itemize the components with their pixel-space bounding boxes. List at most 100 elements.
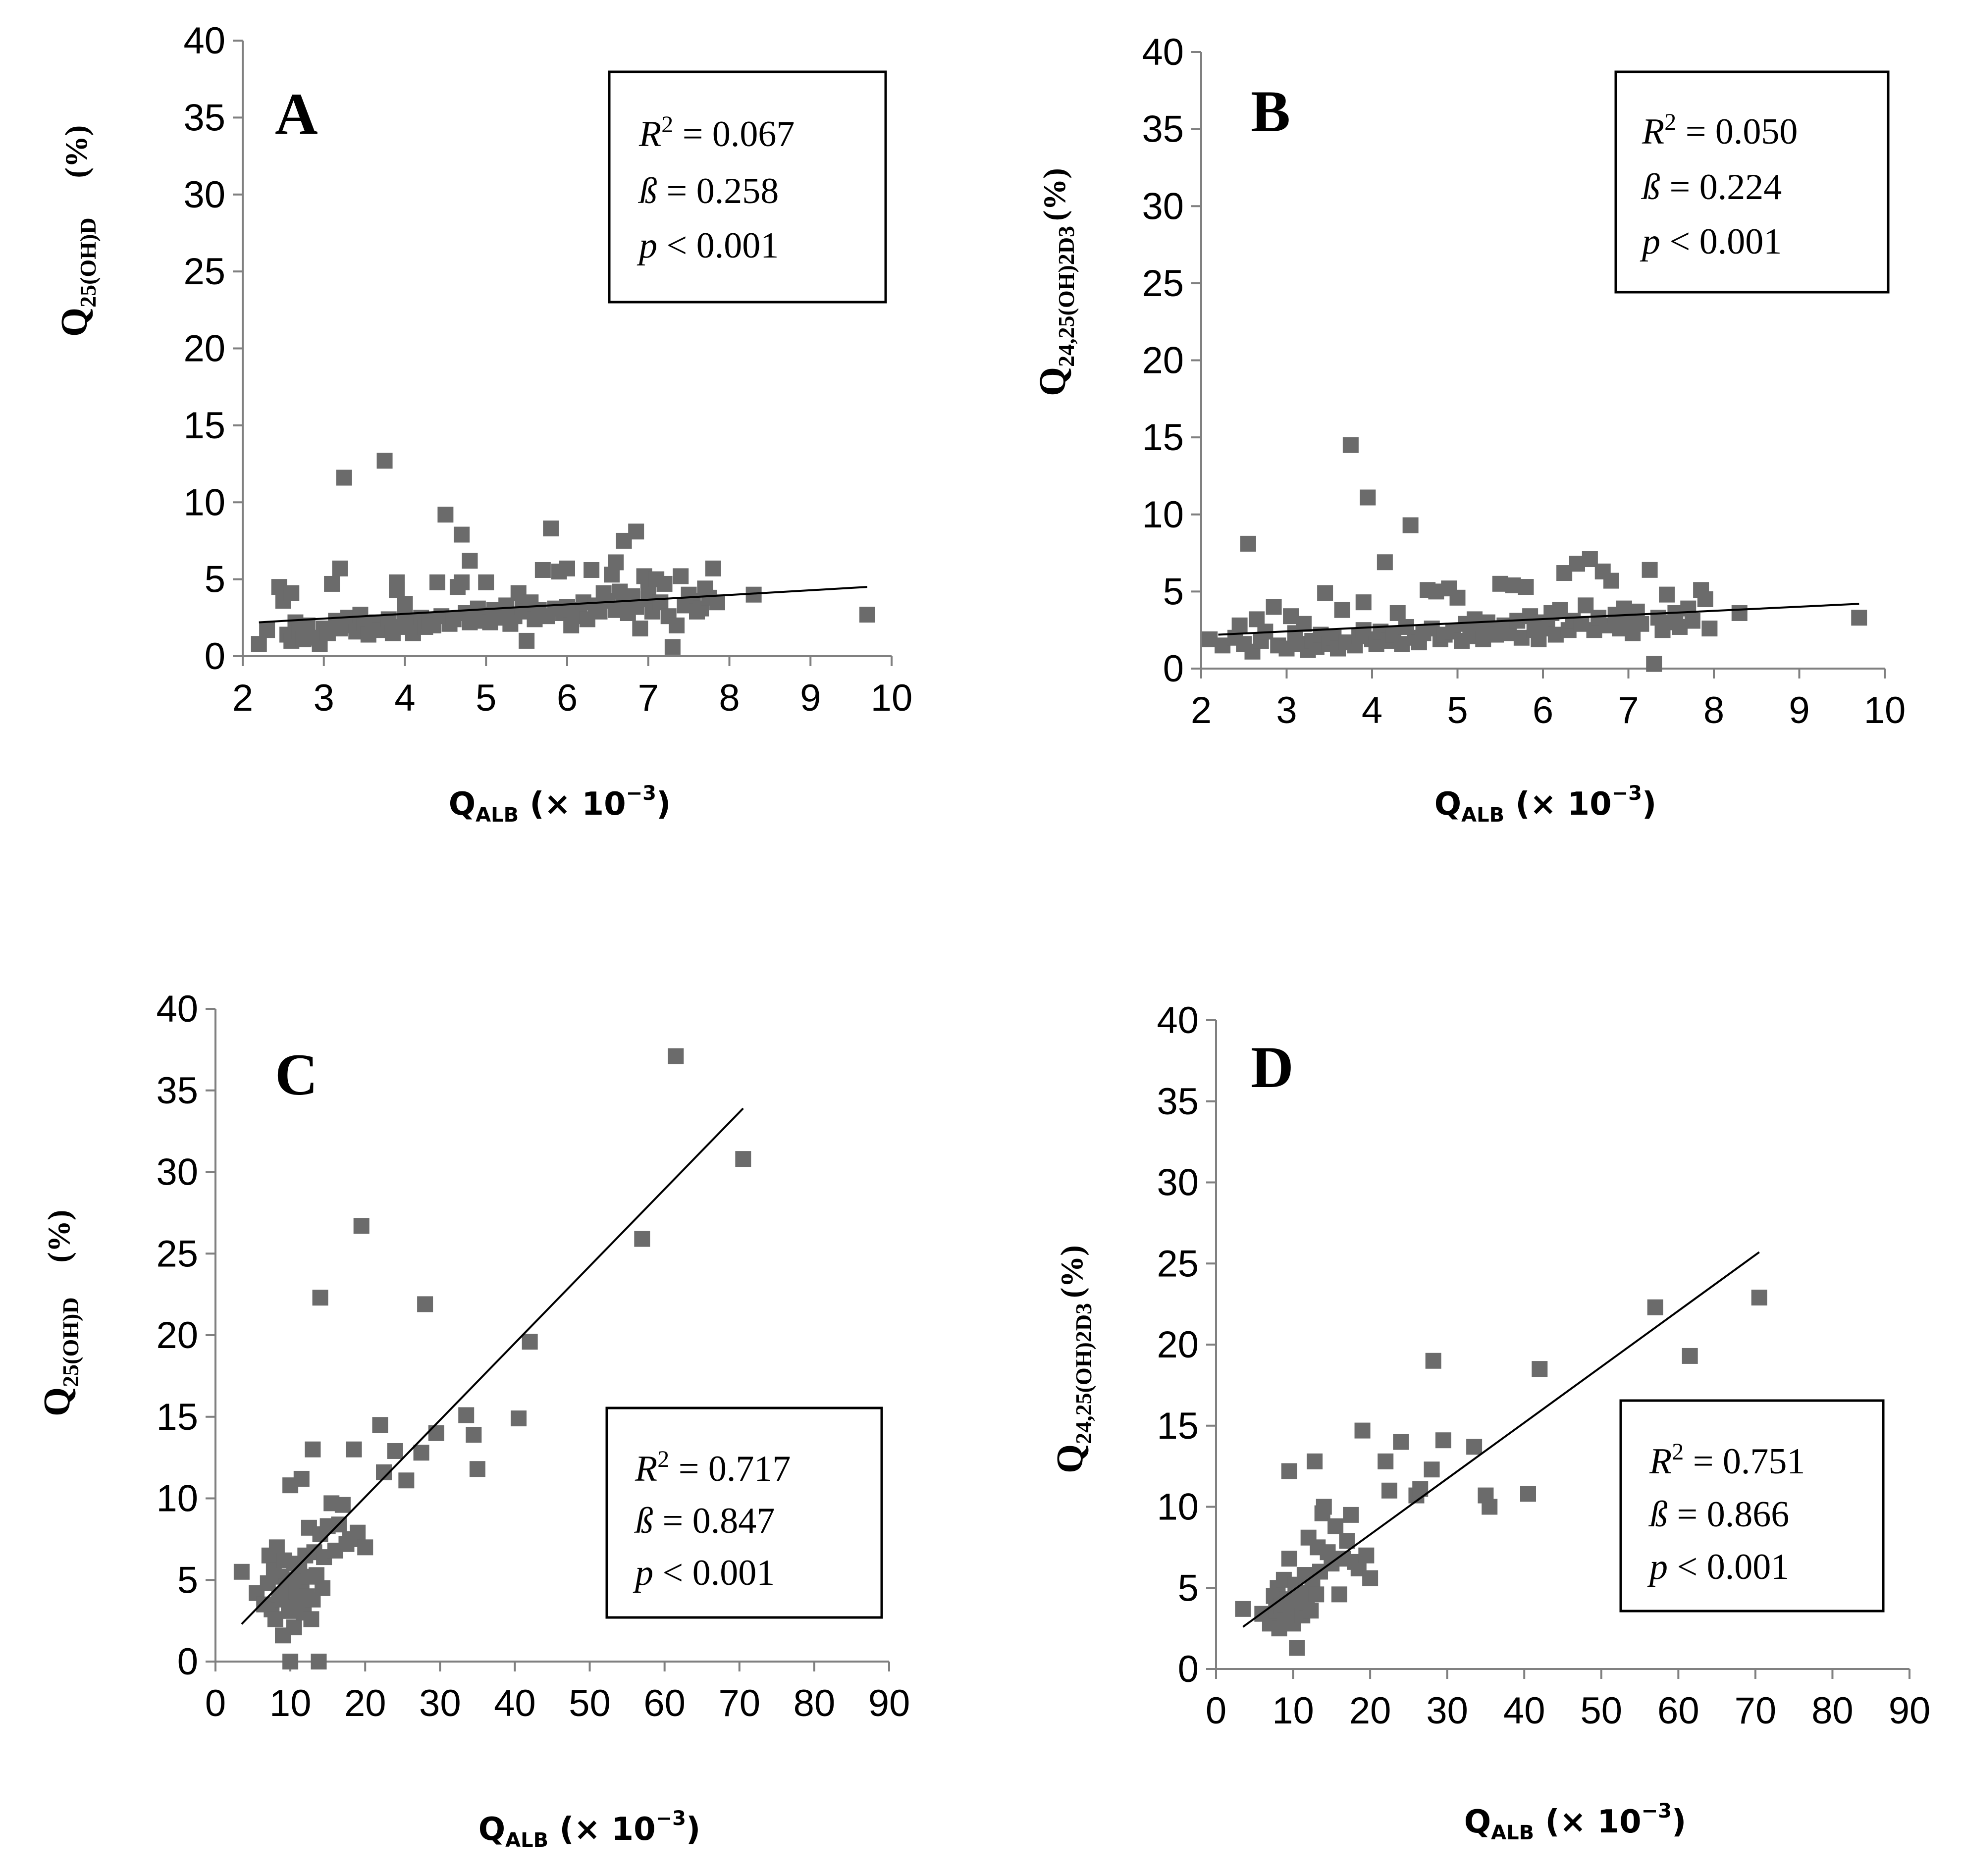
x-tick-label: 5 [476, 677, 496, 719]
beta-value: = 0.224 [1660, 167, 1782, 208]
data-point [437, 507, 454, 523]
data-point [1362, 1570, 1379, 1586]
r-squared-text: R2 = 0.050 [1642, 109, 1798, 152]
y-tick-label: 5 [177, 1559, 198, 1601]
p-value: < 0.001 [653, 1553, 775, 1593]
p-value-text: p < 0.001 [636, 225, 779, 266]
data-point [859, 607, 875, 623]
data-point [283, 585, 300, 601]
x-tick-label: 9 [1789, 689, 1809, 731]
beta-label: ß [1648, 1494, 1668, 1535]
data-point [1642, 562, 1658, 578]
panel-a: A R2 = 0.067 [275, 70, 887, 304]
data-point [387, 1443, 403, 1459]
data-point [634, 1231, 650, 1247]
y-tick-label: 20 [1142, 340, 1184, 382]
y-tick-label: 0 [205, 635, 225, 677]
x-tick-label: 10 [269, 1682, 312, 1724]
data-point [372, 1417, 388, 1433]
data-point [709, 594, 725, 611]
data-point [1377, 554, 1393, 571]
data-point [1235, 1601, 1251, 1617]
x-tick-label: 4 [394, 677, 415, 719]
y-tick-label: 35 [156, 1070, 198, 1112]
data-point [397, 596, 413, 612]
data-point [673, 568, 689, 584]
data-point [389, 582, 405, 598]
p-value: < 0.001 [1668, 1547, 1789, 1587]
x-tick-label: 10 [1864, 689, 1906, 731]
y-tick-label: 10 [183, 481, 225, 523]
data-point [628, 523, 644, 540]
beta-value: = 0.847 [653, 1501, 775, 1541]
data-point [1520, 1486, 1536, 1502]
data-point [1684, 613, 1700, 629]
x-axis-label: QALB (× 10−3) [1464, 1800, 1686, 1844]
p-value: < 0.001 [1660, 221, 1782, 262]
r-squared-label: R [638, 114, 661, 155]
y-axis-label: Q24,25(OH)2D3(%) [1049, 1245, 1096, 1473]
x-tick-label: 8 [719, 677, 740, 719]
data-point [1402, 517, 1419, 533]
panel-letter: A [275, 81, 318, 147]
data-point [293, 1470, 310, 1487]
x-tick-label: 20 [344, 1682, 386, 1724]
x-tick-label: 70 [1735, 1690, 1777, 1732]
r-squared-value: = 0.067 [673, 114, 795, 155]
data-point [1851, 610, 1867, 626]
r-squared-value: = 0.751 [1684, 1441, 1805, 1482]
p-label: p [633, 1553, 653, 1593]
y-tick-label: 35 [183, 97, 225, 139]
data-point [376, 453, 393, 469]
beta-text: ß = 0.224 [1641, 167, 1782, 208]
data-point [656, 575, 673, 592]
data-point [1701, 621, 1718, 637]
y-tick-label: 40 [1157, 999, 1199, 1042]
data-point [735, 1151, 751, 1167]
y-tick-label: 15 [1157, 1405, 1199, 1447]
r-squared-label: R [1649, 1441, 1672, 1482]
beta-text: ß = 0.866 [1648, 1494, 1789, 1535]
data-point [1303, 1603, 1319, 1619]
data-point [259, 622, 275, 638]
data-point [458, 1407, 475, 1423]
data-point [398, 1472, 415, 1489]
y-tick-label: 40 [1142, 31, 1184, 73]
x-tick-label: 70 [719, 1682, 761, 1724]
trend-line [1242, 1251, 1760, 1628]
data-point [1697, 591, 1713, 607]
data-point [469, 1461, 485, 1477]
data-point [1327, 1518, 1344, 1534]
x-tick-label: 60 [643, 1682, 686, 1724]
y-tick-label: 10 [156, 1478, 198, 1520]
y-tick-label: 30 [156, 1151, 198, 1194]
x-tick-label: 4 [1362, 689, 1382, 731]
data-point [1482, 1499, 1498, 1515]
y-tick-label: 25 [1157, 1243, 1199, 1285]
beta-value: = 0.258 [657, 171, 779, 211]
panel-letter: C [275, 1042, 318, 1107]
r-squared-text: R2 = 0.067 [638, 111, 795, 155]
y-tick-label: 15 [183, 405, 225, 447]
y-axis-label: Q25(OH)D(%) [36, 1210, 83, 1416]
x-tick-label: 10 [871, 677, 913, 719]
data-point [1393, 1434, 1409, 1450]
data-point [1316, 1499, 1332, 1515]
y-tick-label: 10 [1142, 494, 1184, 536]
y-tick-label: 10 [1157, 1486, 1199, 1528]
data-point [1266, 599, 1282, 615]
x-axis-label: QALB (× 10−3) [449, 782, 671, 827]
data-point [1296, 616, 1312, 632]
plot-area-d: 0 5 10 15 20 25 30 35 40 0 10 20 30 40 50 60 70 80 90 [1157, 999, 1930, 1732]
x-tick-label: 2 [1191, 689, 1212, 731]
data-point [511, 1410, 527, 1427]
x-tick-label: 6 [1533, 689, 1553, 731]
y-tick-label: 30 [1157, 1162, 1199, 1204]
data-point [1339, 1533, 1355, 1549]
data-point [543, 521, 559, 537]
data-point [336, 469, 352, 486]
data-point [583, 562, 600, 578]
x-tick-label: 6 [557, 677, 578, 719]
y-tick-label: 35 [1157, 1081, 1199, 1123]
